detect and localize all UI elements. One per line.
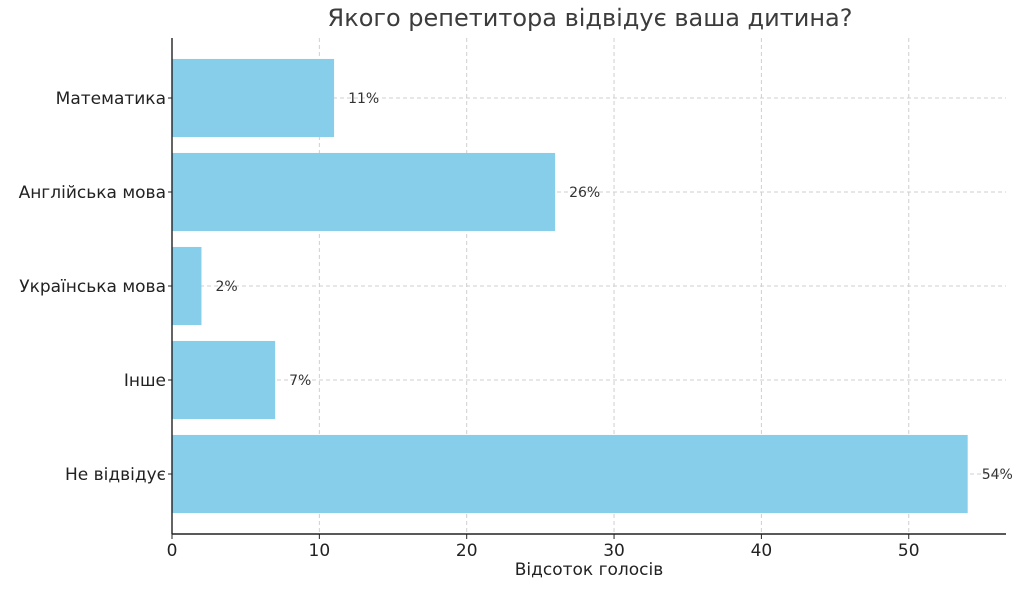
- data-label: 54%: [982, 467, 1013, 483]
- bars: [172, 58, 968, 514]
- data-label: 2%: [215, 279, 237, 295]
- x-tick-label: 20: [456, 541, 478, 561]
- x-tick-label: 30: [603, 541, 625, 561]
- category-label: Не відвідує: [65, 465, 166, 485]
- bar-2: [172, 246, 202, 326]
- category-label: Інше: [124, 371, 166, 391]
- bar-4: [172, 434, 968, 514]
- x-axis-label: Відсоток голосів: [514, 560, 664, 580]
- category-label: Українська мова: [19, 277, 166, 297]
- data-label: 26%: [569, 185, 600, 201]
- category-label: Англійська мова: [19, 183, 166, 203]
- data-label: 11%: [348, 91, 379, 107]
- bar-3: [172, 340, 276, 420]
- labels: 11% Математика 26% Англійська мова 2% Українс…: [19, 89, 1013, 485]
- bar-0: [172, 58, 335, 138]
- category-label: Математика: [56, 89, 166, 109]
- x-tick-label: 10: [309, 541, 331, 561]
- data-label: 7%: [289, 373, 311, 389]
- axes: 0 10 20 30 40 50: [167, 38, 1006, 561]
- x-tick-label: 0: [167, 541, 178, 561]
- chart-title: Якого репетитора відвідує ваша дитина?: [327, 4, 853, 32]
- x-tick-label: 40: [751, 541, 773, 561]
- bar-1: [172, 152, 556, 232]
- x-tick-label: 50: [898, 541, 920, 561]
